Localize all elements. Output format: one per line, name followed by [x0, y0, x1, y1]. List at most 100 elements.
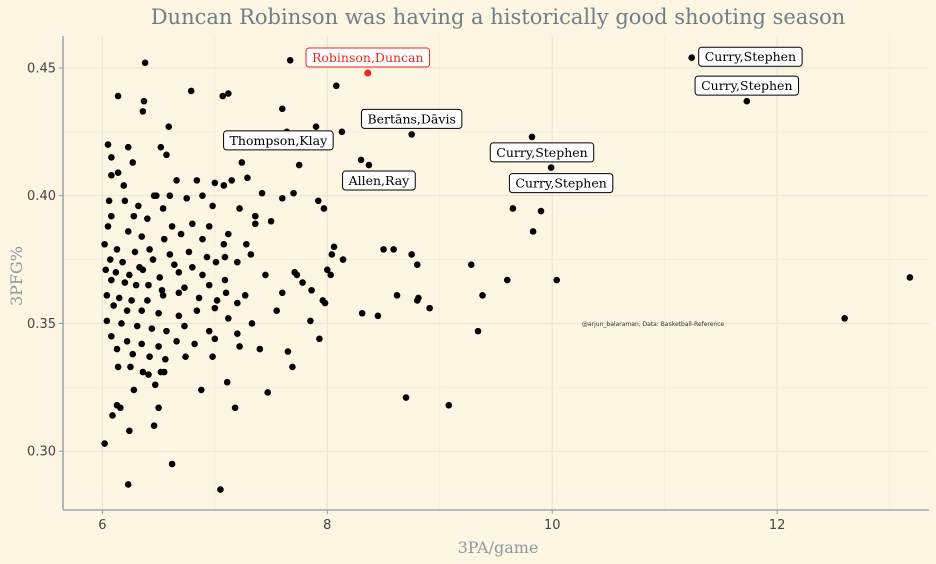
data-point [189, 263, 196, 271]
data-point [365, 161, 373, 169]
data-point [247, 251, 255, 258]
x-tick-label: 10 [544, 518, 561, 533]
data-point [248, 320, 256, 327]
data-point [286, 56, 294, 64]
data-point [102, 266, 110, 274]
data-point [185, 248, 193, 256]
data-point [146, 246, 153, 253]
data-point [312, 123, 320, 131]
data-point [225, 230, 232, 238]
data-point [426, 304, 433, 312]
data-point [402, 394, 410, 401]
x-axis-title: 3PA/game [458, 538, 539, 557]
data-point [221, 253, 229, 261]
point-label: Allen,Ray [342, 170, 416, 191]
data-point [193, 307, 201, 314]
data-point [393, 292, 401, 299]
data-point [127, 363, 134, 371]
data-point [158, 286, 166, 294]
point-label: Curry,Stephen [508, 173, 614, 194]
data-point [145, 371, 152, 378]
y-axis-ticks: 0.30 0.35 0.40 0.45 [27, 61, 63, 460]
data-point [130, 212, 138, 220]
data-point [181, 322, 188, 330]
chart-title: Duncan Robinson was having a historicall… [151, 5, 846, 29]
data-point [374, 312, 382, 320]
data-point [163, 151, 170, 159]
data-point [126, 427, 133, 435]
data-point [199, 271, 206, 279]
data-point [145, 281, 152, 289]
data-point [115, 294, 123, 302]
data-point [316, 335, 323, 343]
data-point [160, 235, 168, 243]
data-point [155, 404, 162, 412]
data-point [173, 338, 180, 345]
data-point [328, 251, 336, 258]
data-point [173, 177, 180, 184]
data-point [234, 299, 241, 307]
data-point [688, 54, 695, 62]
data-point [279, 194, 286, 202]
data-point [108, 276, 115, 284]
data-point [104, 141, 112, 148]
x-axis-ticks: 6 8 10 12 [98, 510, 785, 533]
data-point [330, 243, 338, 251]
data-point [503, 276, 511, 284]
data-point [509, 205, 517, 212]
data-point [290, 189, 297, 197]
data-point [157, 143, 165, 151]
data-point [119, 258, 126, 266]
data-point [130, 386, 138, 394]
data-point [225, 90, 232, 97]
data-point [220, 182, 228, 189]
point-label-box [360, 108, 463, 129]
data-point [104, 223, 112, 230]
data-point [150, 192, 158, 200]
data-point [163, 327, 170, 335]
data-point [175, 269, 183, 276]
data-point [183, 194, 191, 202]
data-point [108, 154, 115, 161]
data-point [445, 401, 453, 409]
data-point [236, 343, 243, 350]
point-label-box [694, 75, 800, 96]
data-point [262, 271, 269, 279]
data-point [165, 123, 173, 131]
data-point [177, 230, 185, 238]
data-point [553, 276, 561, 284]
data-point [205, 281, 213, 289]
data-point [307, 317, 314, 325]
data-point [123, 307, 131, 314]
data-point [168, 223, 176, 230]
y-tick-label: 0.45 [27, 61, 56, 76]
data-point [243, 240, 250, 248]
data-point [211, 179, 219, 187]
data-point [109, 412, 116, 419]
data-point [236, 205, 243, 212]
data-point [238, 159, 246, 166]
data-point [166, 192, 174, 200]
data-point [132, 281, 140, 289]
data-point [124, 228, 132, 235]
data-point [315, 197, 322, 205]
data-point [118, 320, 125, 327]
data-point [155, 309, 162, 317]
data-point [212, 258, 220, 266]
data-point [138, 307, 146, 314]
data-point [209, 353, 216, 360]
data-point [234, 330, 241, 337]
data-point [166, 251, 174, 258]
data-point [189, 220, 196, 228]
data-point [138, 233, 146, 240]
data-point [114, 363, 122, 371]
point-label-text: Curry,Stephen [701, 78, 792, 93]
data-point [244, 174, 251, 182]
data-point [241, 292, 249, 299]
data-point [114, 169, 122, 177]
data-point [408, 251, 415, 258]
point-label: Curry,Stephen [698, 46, 803, 67]
data-point [267, 217, 275, 225]
data-point [529, 228, 537, 235]
